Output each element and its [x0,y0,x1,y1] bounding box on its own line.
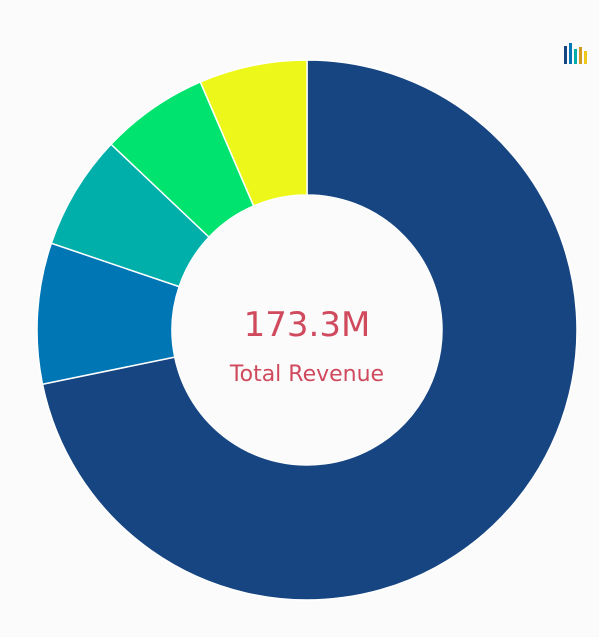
total-label: Total Revenue [229,362,384,387]
slices-group [36,59,578,601]
bars-logo-icon [564,43,587,64]
donut-hole [172,195,442,465]
total-value: 173.3M [244,305,371,345]
